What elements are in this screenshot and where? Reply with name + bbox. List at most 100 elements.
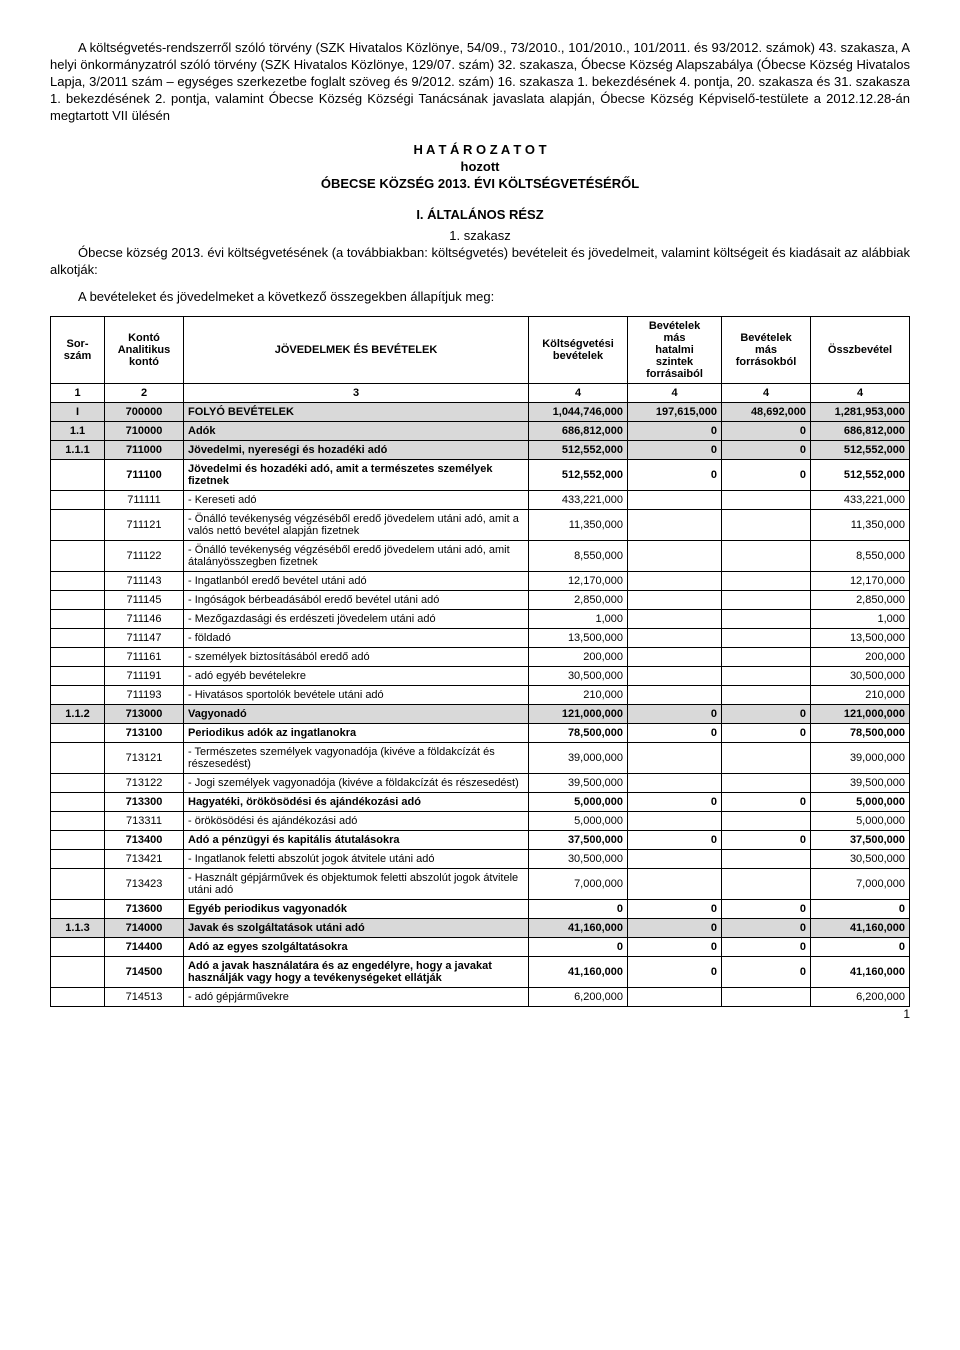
clause-head: 1. szakasz xyxy=(50,228,910,245)
table-cell: 711122 xyxy=(105,540,184,571)
table-cell: 0 xyxy=(628,421,722,440)
table-cell: 30,500,000 xyxy=(811,666,910,685)
table-cell: - örökösödési és ajándékozási adó xyxy=(184,811,529,830)
table-cell xyxy=(628,773,722,792)
table-cell: 0 xyxy=(529,937,628,956)
table-row: 713421- Ingatlanok feletti abszolút jogo… xyxy=(51,849,910,868)
table-cell: 39,000,000 xyxy=(811,742,910,773)
table-row: 713121- Természetes személyek vagyonadój… xyxy=(51,742,910,773)
table-cell: 41,160,000 xyxy=(811,918,910,937)
table-cell xyxy=(628,590,722,609)
table-cell: I xyxy=(51,402,105,421)
table-cell: 0 xyxy=(529,899,628,918)
table-cell: Adó a pénzügyi és kapitális átutalásokra xyxy=(184,830,529,849)
table-cell: 12,170,000 xyxy=(529,571,628,590)
table-cell xyxy=(628,868,722,899)
table-cell xyxy=(628,987,722,1006)
table-cell xyxy=(722,490,811,509)
table-cell: Adók xyxy=(184,421,529,440)
numcol-1: 1 xyxy=(51,383,105,402)
table-cell: 711161 xyxy=(105,647,184,666)
numcol-4: 4 xyxy=(529,383,628,402)
table-cell: 0 xyxy=(722,459,811,490)
section-1-heading: I. ÁLTALÁNOS RÉSZ xyxy=(50,207,910,222)
table-cell: 210,000 xyxy=(529,685,628,704)
table-cell xyxy=(628,742,722,773)
table-cell: 1.1.3 xyxy=(51,918,105,937)
table-cell xyxy=(51,459,105,490)
table-cell xyxy=(628,609,722,628)
table-row: 1.1.3714000Javak és szolgáltatások utáni… xyxy=(51,918,910,937)
table-cell: 713100 xyxy=(105,723,184,742)
table-cell xyxy=(722,868,811,899)
table-cell xyxy=(51,987,105,1006)
table-cell: - földadó xyxy=(184,628,529,647)
table-cell: 711111 xyxy=(105,490,184,509)
table-row: 711121- Önálló tevékenység végzéséből er… xyxy=(51,509,910,540)
table-cell: 7,000,000 xyxy=(529,868,628,899)
table-row: 713100Periodikus adók az ingatlanokra78,… xyxy=(51,723,910,742)
table-cell: 2,850,000 xyxy=(811,590,910,609)
table-cell: 0 xyxy=(722,723,811,742)
table-cell: - Ingóságok bérbeadásából eredő bevétel … xyxy=(184,590,529,609)
table-cell: 1.1.1 xyxy=(51,440,105,459)
table-cell: 512,552,000 xyxy=(529,459,628,490)
table-cell: 0 xyxy=(628,899,722,918)
table-cell: Egyéb periodikus vagyonadók xyxy=(184,899,529,918)
table-row: 711193- Hivatásos sportolók bevétele utá… xyxy=(51,685,910,704)
table-cell xyxy=(51,647,105,666)
table-cell: 711147 xyxy=(105,628,184,647)
table-row: 713400Adó a pénzügyi és kapitális átutal… xyxy=(51,830,910,849)
col-other-sources: Bevételekmásforrásokból xyxy=(722,316,811,383)
table-cell xyxy=(722,666,811,685)
table-cell: 41,160,000 xyxy=(811,956,910,987)
table-cell: 0 xyxy=(628,937,722,956)
col-sorszam: Sor-szám xyxy=(51,316,105,383)
table-cell: 0 xyxy=(628,459,722,490)
table-cell: 48,692,000 xyxy=(722,402,811,421)
table-cell: - Ingatlanok feletti abszolút jogok átvi… xyxy=(184,849,529,868)
table-cell: Hagyatéki, örökösödési és ajándékozási a… xyxy=(184,792,529,811)
table-cell xyxy=(51,723,105,742)
table-cell: 714500 xyxy=(105,956,184,987)
table-row: 714400Adó az egyes szolgáltatásokra0000 xyxy=(51,937,910,956)
table-cell: 2,850,000 xyxy=(529,590,628,609)
table-cell: 686,812,000 xyxy=(529,421,628,440)
numcol-6: 4 xyxy=(722,383,811,402)
table-cell xyxy=(722,540,811,571)
table-row: 713300Hagyatéki, örökösödési és ajándéko… xyxy=(51,792,910,811)
table-cell: 0 xyxy=(722,899,811,918)
table-row: 1.1.1711000Jövedelmi, nyereségi és hozad… xyxy=(51,440,910,459)
table-cell xyxy=(51,742,105,773)
table-cell: Periodikus adók az ingatlanokra xyxy=(184,723,529,742)
table-cell xyxy=(628,509,722,540)
table-cell xyxy=(51,956,105,987)
table-cell: 11,350,000 xyxy=(811,509,910,540)
table-cell: 1.1.2 xyxy=(51,704,105,723)
table-cell: - Hivatásos sportolók bevétele utáni adó xyxy=(184,685,529,704)
table-cell: 0 xyxy=(628,704,722,723)
decree-line-2: hozott xyxy=(50,159,910,176)
table-cell: 711191 xyxy=(105,666,184,685)
table-cell: 713122 xyxy=(105,773,184,792)
table-cell: 713600 xyxy=(105,899,184,918)
table-cell: FOLYÓ BEVÉTELEK xyxy=(184,402,529,421)
intro-line: A bevételeket és jövedelmeket a következ… xyxy=(50,289,910,306)
table-cell: 433,221,000 xyxy=(811,490,910,509)
table-cell xyxy=(51,571,105,590)
table-cell xyxy=(628,490,722,509)
numcol-3: 3 xyxy=(184,383,529,402)
decree-line-1: H A T Á R O Z A T O T xyxy=(50,142,910,159)
table-row: 711100Jövedelmi és hozadéki adó, amit a … xyxy=(51,459,910,490)
table-cell xyxy=(722,849,811,868)
table-cell: 686,812,000 xyxy=(811,421,910,440)
table-cell: Adó a javak használatára és az engedélyr… xyxy=(184,956,529,987)
table-cell: 1,000 xyxy=(529,609,628,628)
table-cell: Adó az egyes szolgáltatásokra xyxy=(184,937,529,956)
table-cell: 1.1 xyxy=(51,421,105,440)
table-cell: 0 xyxy=(722,440,811,459)
table-cell xyxy=(722,811,811,830)
page-number: 1 xyxy=(903,1007,910,1021)
table-cell xyxy=(722,628,811,647)
table-cell: - Jogi személyek vagyonadója (kivéve a f… xyxy=(184,773,529,792)
